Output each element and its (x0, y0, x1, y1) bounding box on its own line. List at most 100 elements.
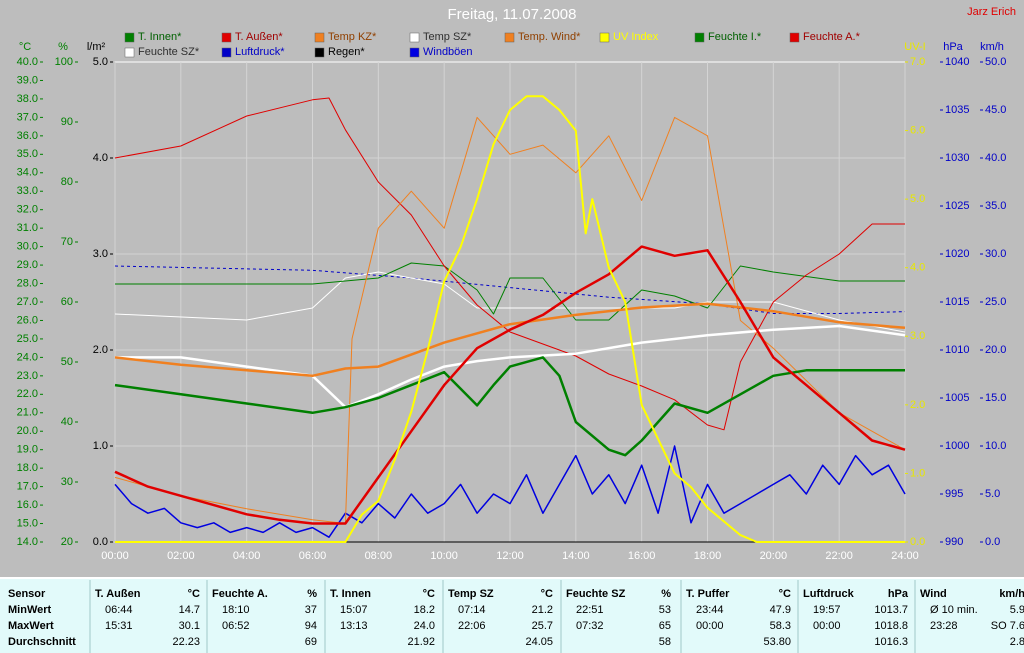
avg-value: 1016.3 (874, 636, 908, 648)
y-tick-label: 10.0 (985, 440, 1006, 452)
max-value: 58.3 (770, 620, 791, 632)
y-tick-label: 25.0 (985, 296, 1006, 308)
avg-value: 69 (305, 636, 317, 648)
min-value: 18.2 (414, 604, 435, 616)
legend-label: Windböen (423, 46, 473, 58)
legend-label: T. Innen* (138, 31, 182, 43)
y-tick-label: 29.0 (17, 259, 38, 271)
y-tick-label: 90 (61, 116, 73, 128)
stats-table: Sensor MinWert MaxWert Durchschnitt T. Außen… (8, 580, 1024, 653)
legend-label: Temp KZ* (328, 31, 377, 43)
y-tick-label: 38.0 (17, 93, 38, 105)
legend-swatch (409, 32, 420, 43)
max-value: 94 (305, 620, 317, 632)
y-tick-label: 1035 (945, 104, 969, 116)
y-tick-label: 990 (945, 536, 963, 548)
y-tick-label: 17.0 (17, 481, 38, 493)
group-name: Feuchte A. (212, 588, 268, 600)
y-tick-label: 30.0 (985, 248, 1006, 260)
min-value: 21.2 (532, 604, 553, 616)
axis-label: l/m² (87, 41, 106, 53)
min-time: 19:57 (813, 604, 841, 616)
y-tick-label: 0.0 (985, 536, 1000, 548)
legend-label: UV Index (613, 31, 659, 43)
legend-label: Feuchte SZ* (138, 46, 200, 58)
max-time: 00:00 (696, 620, 724, 632)
legend-label: Feuchte A.* (803, 31, 861, 43)
y-tick-label: 25.0 (17, 333, 38, 345)
group-unit: % (307, 588, 317, 600)
group-unit: °C (423, 588, 435, 600)
y-tick-label: 35.0 (17, 148, 38, 160)
min-value: 14.7 (179, 604, 200, 616)
y-tick-label: 1.0 (910, 467, 925, 479)
x-tick-label: 24:00 (891, 550, 919, 562)
y-tick-label: 40 (61, 416, 73, 428)
y-tick-label: 1000 (945, 440, 969, 452)
y-tick-label: 35.0 (985, 200, 1006, 212)
x-tick-label: 20:00 (760, 550, 788, 562)
min-value: 5.9 (1010, 604, 1024, 616)
series-line (114, 245, 906, 525)
x-tick-label: 10:00 (430, 550, 458, 562)
y-tick-label: 23.0 (17, 370, 38, 382)
group-unit: hPa (888, 588, 909, 600)
series-line (115, 95, 905, 543)
y-tick-label: 28.0 (17, 277, 38, 289)
x-tick-label: 06:00 (299, 550, 327, 562)
group-name: Wind (920, 588, 947, 600)
axis-label: UV-I (904, 41, 925, 53)
x-tick-label: 22:00 (825, 550, 853, 562)
y-tick-label: 1020 (945, 248, 969, 260)
group-unit: km/h (999, 588, 1024, 600)
y-tick-label: 31.0 (17, 222, 38, 234)
y-tick-label: 33.0 (17, 185, 38, 197)
row-label: Durchschnitt (8, 636, 76, 648)
chart-title: Freitag, 11.07.2008 (448, 6, 577, 23)
y-tick-label: 32.0 (17, 204, 38, 216)
legend-label: Temp. Wind* (518, 31, 581, 43)
y-tick-label: 6.0 (910, 124, 925, 136)
y-tick-label: 4.0 (910, 262, 925, 274)
min-value: 47.9 (770, 604, 791, 616)
y-tick-label: 16.0 (17, 499, 38, 511)
legend-swatch (789, 32, 800, 43)
y-tick-label: 5.0 (910, 193, 925, 205)
max-time: 13:13 (340, 620, 368, 632)
y-tick-label: 3.0 (93, 248, 108, 260)
y-tick-label: 80 (61, 176, 73, 188)
x-tick-label: 00:00 (101, 550, 129, 562)
min-time: 15:07 (340, 604, 368, 616)
y-tick-label: 5.0 (985, 488, 1000, 500)
min-value: 1013.7 (874, 604, 908, 616)
axis-label: °C (19, 41, 31, 53)
y-tick-label: 27.0 (17, 296, 38, 308)
legend-label: Luftdruck* (235, 46, 285, 58)
max-time: 15:31 (105, 620, 133, 632)
y-tick-label: 26.0 (17, 314, 38, 326)
max-time: 00:00 (813, 620, 841, 632)
y-tick-label: 70 (61, 236, 73, 248)
legend-swatch (221, 32, 232, 43)
y-tick-label: 50.0 (985, 56, 1006, 68)
y-tick-label: 995 (945, 488, 963, 500)
group-unit: °C (779, 588, 791, 600)
y-tick-label: 1.0 (93, 440, 108, 452)
legend-swatch (409, 47, 420, 58)
row-label: MinWert (8, 604, 52, 616)
legend-swatch (221, 47, 232, 58)
row-label: MaxWert (8, 620, 54, 632)
series-line (114, 97, 905, 431)
y-tick-label: 100 (55, 56, 73, 68)
min-time: 23:44 (696, 604, 724, 616)
y-tick-label: 5.0 (93, 56, 108, 68)
series-line (114, 445, 906, 538)
series-line (114, 116, 906, 524)
y-tick-label: 37.0 (17, 111, 38, 123)
y-tick-label: 21.0 (17, 407, 38, 419)
table-background (0, 578, 1024, 653)
legend-swatch (694, 32, 705, 43)
author: Jarz Erich (967, 6, 1016, 18)
group-unit: % (661, 588, 671, 600)
